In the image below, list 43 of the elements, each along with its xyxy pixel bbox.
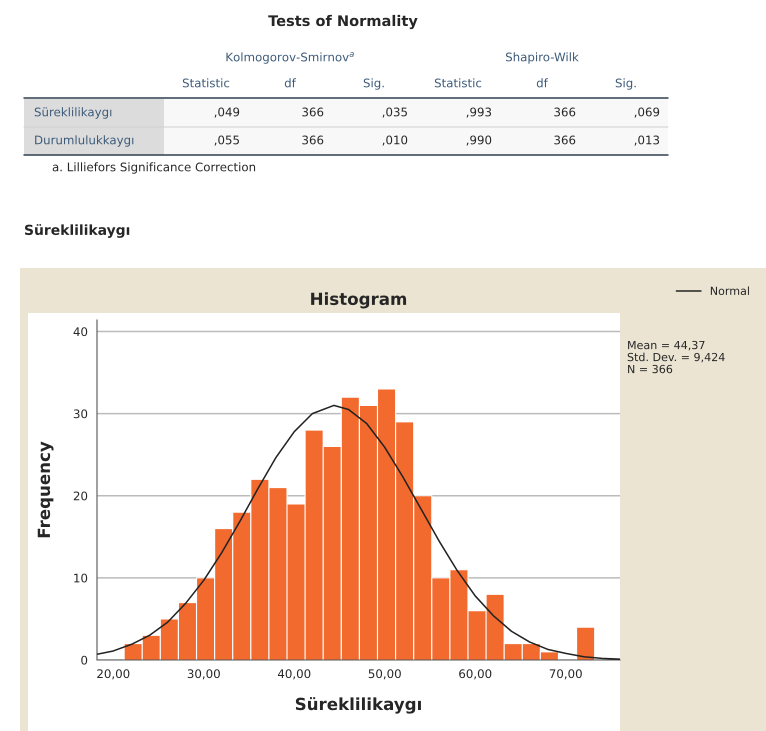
category-label: Sig. <box>616 78 636 90</box>
y-tick-label: 40 <box>74 327 88 336</box>
x-tick-label: 30,00 <box>188 669 220 680</box>
x-tick-label: 60,00 <box>459 669 492 680</box>
y-tick-label: 30 <box>74 409 88 418</box>
category-label: Sig. <box>364 78 384 90</box>
text: ,010 <box>382 135 408 146</box>
category-label: df <box>536 78 548 88</box>
text: ,993 <box>466 107 492 118</box>
x-axis-title: Süreklilikaygı <box>296 697 421 714</box>
text: a. Lilliefors Significance Correction <box>52 162 256 174</box>
text: Kolmogorov-Smirnov$^{a}$ <box>226 52 354 64</box>
category-label: Durumlulukkaygı <box>35 135 134 147</box>
category-label: Süreklilikaygı <box>34 107 112 119</box>
text: Tests of Normality <box>268 14 418 30</box>
x-tick-label: 40,00 <box>278 669 310 680</box>
text: ,013 <box>634 135 660 146</box>
category-label: df <box>284 78 296 88</box>
text: Shapiro-Wilk <box>506 52 579 64</box>
category-label: Statistic <box>182 78 230 88</box>
category-label: Statistic <box>434 78 482 88</box>
text: ,049 <box>214 107 240 118</box>
text: ,069 <box>634 107 660 118</box>
text: 366 <box>554 135 576 144</box>
x-tick-label: 20,00 <box>97 669 130 680</box>
y-tick-label: 20 <box>74 491 88 500</box>
text: N = 366 <box>628 364 672 374</box>
text: 366 <box>302 107 324 116</box>
text: ,035 <box>382 107 407 118</box>
y-tick-label: 0 <box>81 656 88 665</box>
legend-label: Normal <box>710 286 749 296</box>
chart-subtitle: Süreklilikaygı <box>24 224 130 238</box>
y-axis-title: Frequency <box>38 442 54 538</box>
x-tick-label: 50,00 <box>368 669 401 680</box>
text: 366 <box>554 107 576 116</box>
y-tick-label: 10 <box>74 574 88 583</box>
text: Std. Dev. = 9,424 <box>628 352 725 362</box>
x-tick-label: 70,00 <box>550 669 582 680</box>
text: ,055 <box>214 135 239 146</box>
text: 366 <box>302 135 324 144</box>
chart-title: Histogram <box>311 292 406 308</box>
text: Mean = 44,37 <box>628 340 705 350</box>
text: ,990 <box>466 135 492 146</box>
